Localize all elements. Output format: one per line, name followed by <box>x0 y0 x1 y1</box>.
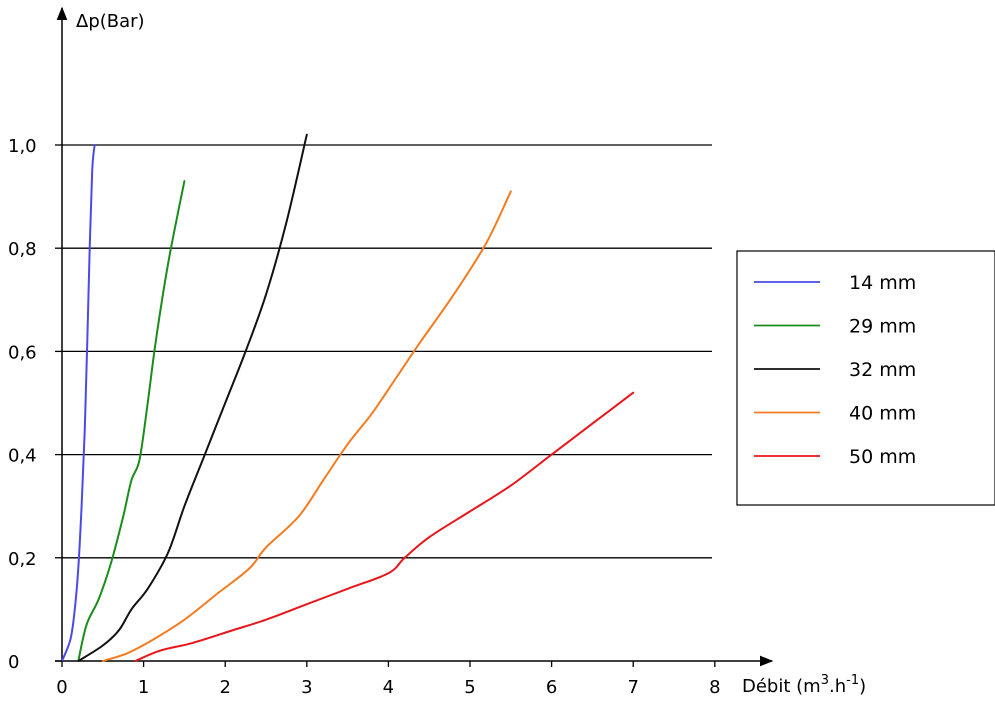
y-axis-title: Δp(Bar) <box>76 11 145 32</box>
x-axis-title-mid: .h <box>829 676 846 697</box>
legend-box <box>736 250 995 506</box>
y-tick-label-5: 1,0 <box>8 136 37 157</box>
x-axis-title-prefix: Débit (m <box>742 676 821 697</box>
y-tick-label-2: 0,4 <box>8 446 37 467</box>
y-tick-label-1: 0,2 <box>8 549 37 570</box>
x-axis-title-sup1: 3 <box>821 673 829 688</box>
axes <box>55 6 774 667</box>
x-tick-label-7: 7 <box>627 677 638 697</box>
y-tick-label-3: 0,6 <box>8 342 37 363</box>
series-line-29-mm <box>77 180 186 662</box>
x-axis-title-sup2: -1 <box>846 673 859 688</box>
series-line-50-mm <box>134 391 635 662</box>
tick-labels: 0 1 2 3 4 5 6 7 8 0 0,2 0,4 0,6 0,8 1,0 <box>8 136 721 698</box>
x-tick-label-5: 5 <box>464 677 475 697</box>
x-tick-label-0: 0 <box>56 677 67 697</box>
y-tick-label-0: 0 <box>8 652 19 673</box>
gridlines <box>62 144 712 559</box>
x-tick-label-6: 6 <box>546 677 557 697</box>
legend-label-50-mm: 50 mm <box>849 446 916 468</box>
legend: 14 mm 29 mm 32 mm 40 mm 50 mm <box>736 250 995 506</box>
series-line-40-mm <box>101 190 512 662</box>
legend-label-32-mm: 32 mm <box>849 359 916 381</box>
x-axis-title: Débit (m3.h-1) <box>742 673 866 697</box>
x-axis-title-suffix: ) <box>859 676 866 697</box>
series-line-32-mm <box>77 133 308 662</box>
series-lines <box>61 133 635 662</box>
y-tick-label-4: 0,8 <box>8 239 37 260</box>
x-tick-label-8: 8 <box>709 677 720 697</box>
x-tick-label-2: 2 <box>219 677 230 697</box>
legend-label-29-mm: 29 mm <box>849 316 916 338</box>
x-tick-label-3: 3 <box>301 677 312 697</box>
x-tick-label-4: 4 <box>383 677 394 697</box>
legend-label-40-mm: 40 mm <box>849 403 916 425</box>
legend-label-14-mm: 14 mm <box>849 272 916 294</box>
x-tick-label-1: 1 <box>138 677 149 697</box>
series-line-14-mm <box>61 144 96 662</box>
